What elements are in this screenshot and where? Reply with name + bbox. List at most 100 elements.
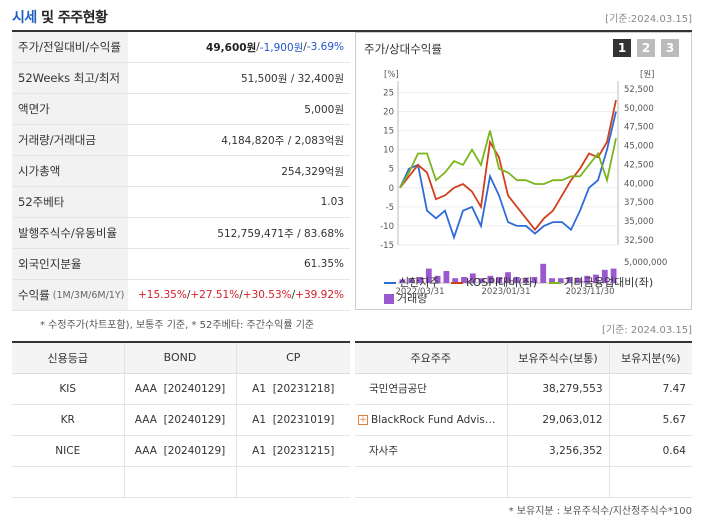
separator: / xyxy=(239,289,243,301)
info-label: 발행주식수/유동비율 xyxy=(12,218,128,248)
info-value: 61.35% xyxy=(303,258,344,270)
holder-pct-cell xyxy=(609,466,692,498)
price-chart: 25 20 15 10 5 0 -5 -10 -15 [%] 52,500 50,000 47,500 4… xyxy=(380,70,667,297)
returns-sublabel: (1M/3M/6M/1Y) xyxy=(52,289,125,301)
right-tick-label: 42,500 xyxy=(624,160,654,170)
info-row-par: 액면가 5,000원 xyxy=(12,94,350,125)
volume-bar xyxy=(417,277,423,283)
title-rest: 및 주주현황 xyxy=(36,10,108,26)
info-label: 52Weeks 최고/최저 xyxy=(12,63,128,93)
holder-shares-cell xyxy=(507,466,610,498)
volume-bar xyxy=(496,277,503,283)
bond-date: [20240129] xyxy=(163,413,226,426)
agency-cell: KIS xyxy=(12,373,125,405)
col-header: 주요주주 xyxy=(355,341,508,374)
cp-date: [20231218] xyxy=(272,382,335,395)
return-3m: +27.51% xyxy=(190,289,240,301)
info-value: 1.03 xyxy=(320,196,344,208)
holder-shares-cell: 29,063,012 xyxy=(507,404,610,436)
header-divider xyxy=(12,30,692,32)
table-row: KR AAA [20240129] A1 [20231019] xyxy=(12,404,350,436)
left-tick-label: -10 xyxy=(380,222,394,232)
holders-footnote: * 보유지분 : 보유주식수/지산정주식수*100 xyxy=(508,506,692,517)
right-tick-label: 52,500 xyxy=(624,85,654,95)
holder-name-cell xyxy=(355,466,508,498)
info-row-marketcap: 시가총액 254,329억원 xyxy=(12,156,350,187)
info-label: 거래량/거래대금 xyxy=(12,125,128,155)
info-label: 시가총액 xyxy=(12,156,128,186)
chart-page-2-button[interactable]: 2 xyxy=(637,39,655,57)
series-line xyxy=(399,130,617,189)
cp-date: [20231215] xyxy=(272,444,335,457)
volume-bar xyxy=(443,271,450,283)
volume-bar xyxy=(566,277,573,283)
holder-name-cell: 국민연금공단 xyxy=(355,373,508,405)
volume-bar xyxy=(461,277,467,283)
legend-line-icon xyxy=(384,282,396,284)
legend-bar-icon xyxy=(384,294,394,304)
chart-legend: 신한지주 KOSPI대비(좌) 기타금융업대비(좌) 거래량 xyxy=(384,273,684,309)
info-row-volume: 거래량/거래대금 4,184,820주 / 2,083억원 xyxy=(12,125,350,156)
plus-square-icon[interactable]: + xyxy=(358,414,368,425)
separator: / xyxy=(291,289,296,301)
volume-bar xyxy=(540,263,547,283)
info-label: 외국인지분율 xyxy=(12,249,128,279)
holder-name: 국민연금공단 xyxy=(369,383,427,395)
bond-grade: AAA xyxy=(134,413,157,426)
table-row: 국민연금공단 38,279,553 7.47 xyxy=(355,373,692,405)
cp-grade: A1 xyxy=(252,444,267,457)
cp-date: [20231019] xyxy=(272,413,335,426)
separator: / xyxy=(186,289,191,301)
info-label: 주가/전일대비/수익률 xyxy=(12,32,128,62)
volume-bar xyxy=(557,278,564,283)
bond-cell xyxy=(124,466,237,498)
right-tick-label: 45,000 xyxy=(624,142,654,152)
section-title: 시세 및 주주현황 xyxy=(12,7,108,27)
info-label: 수익률 (1M/3M/6M/1Y) xyxy=(12,280,128,310)
x-tick-label: 2023/01/31 xyxy=(482,287,531,297)
bond-cell: AAA [20240129] xyxy=(124,373,237,405)
chart-page-3-button[interactable]: 3 xyxy=(661,39,679,57)
info-value: +15.35% / +27.51% / +30.53% / +39.92% xyxy=(128,280,350,310)
change-value: -1,900원 xyxy=(259,41,304,54)
table-row: KIS AAA [20240129] A1 [20231218] xyxy=(12,373,350,405)
legend-item: 거래량 xyxy=(384,291,427,307)
info-value: 51,500원 / 32,400원 xyxy=(240,72,344,85)
right-tick-label: 32,500 xyxy=(624,236,654,246)
info-value: 512,759,471주 / 83.68% xyxy=(217,227,344,240)
volume-bar xyxy=(584,275,591,283)
right-tick-label: 50,000 xyxy=(624,104,654,114)
table-row xyxy=(12,466,350,498)
legend-item: 기타금융업대비(좌) xyxy=(548,275,653,291)
credit-rating-table: 신용등급 BOND CP KIS AAA [20240129] A1 [202312… xyxy=(12,341,350,498)
cp-cell: A1 [20231215] xyxy=(236,435,350,467)
volume-bar xyxy=(408,278,415,283)
legend-item: KOSPI대비(좌) xyxy=(450,275,537,291)
holder-shares-cell: 3,256,352 xyxy=(507,435,610,467)
cp-cell: A1 [20231218] xyxy=(236,373,350,405)
chart-page-1-button[interactable]: 1 xyxy=(613,39,631,57)
x-tick-label: 2023/11/30 xyxy=(566,287,615,297)
volume-bar xyxy=(478,278,485,283)
x-tick-label: 2022/03/31 xyxy=(396,287,445,297)
info-value: 5,000원 xyxy=(304,103,344,116)
holder-name-cell: + BlackRock Fund Advis… xyxy=(355,404,508,436)
legend-line-icon xyxy=(548,282,561,284)
separator: / xyxy=(303,41,307,53)
volume-tick-label: 5,000,000 xyxy=(624,258,667,268)
series-line xyxy=(399,111,617,241)
agency-cell: KR xyxy=(12,404,125,436)
info-row-52w: 52Weeks 최고/최저 51,500원 / 32,400원 xyxy=(12,63,350,94)
volume-bar xyxy=(610,268,617,283)
holder-name: 자사주 xyxy=(369,445,398,457)
legend-label: 신한지주 xyxy=(399,276,440,289)
right-tick-label: 37,500 xyxy=(624,198,654,208)
bond-grade: AAA xyxy=(134,444,157,457)
holder-name: BlackRock Fund Advis… xyxy=(371,413,496,426)
info-row-shares: 발행주식수/유동비율 512,759,471주 / 83.68% xyxy=(12,218,350,249)
volume-bar xyxy=(593,274,599,283)
right-tick-label: 40,000 xyxy=(624,179,654,189)
info-label: 52주베타 xyxy=(12,187,128,217)
return-6m: +30.53% xyxy=(242,289,292,301)
returns-label: 수익률 xyxy=(18,288,50,302)
